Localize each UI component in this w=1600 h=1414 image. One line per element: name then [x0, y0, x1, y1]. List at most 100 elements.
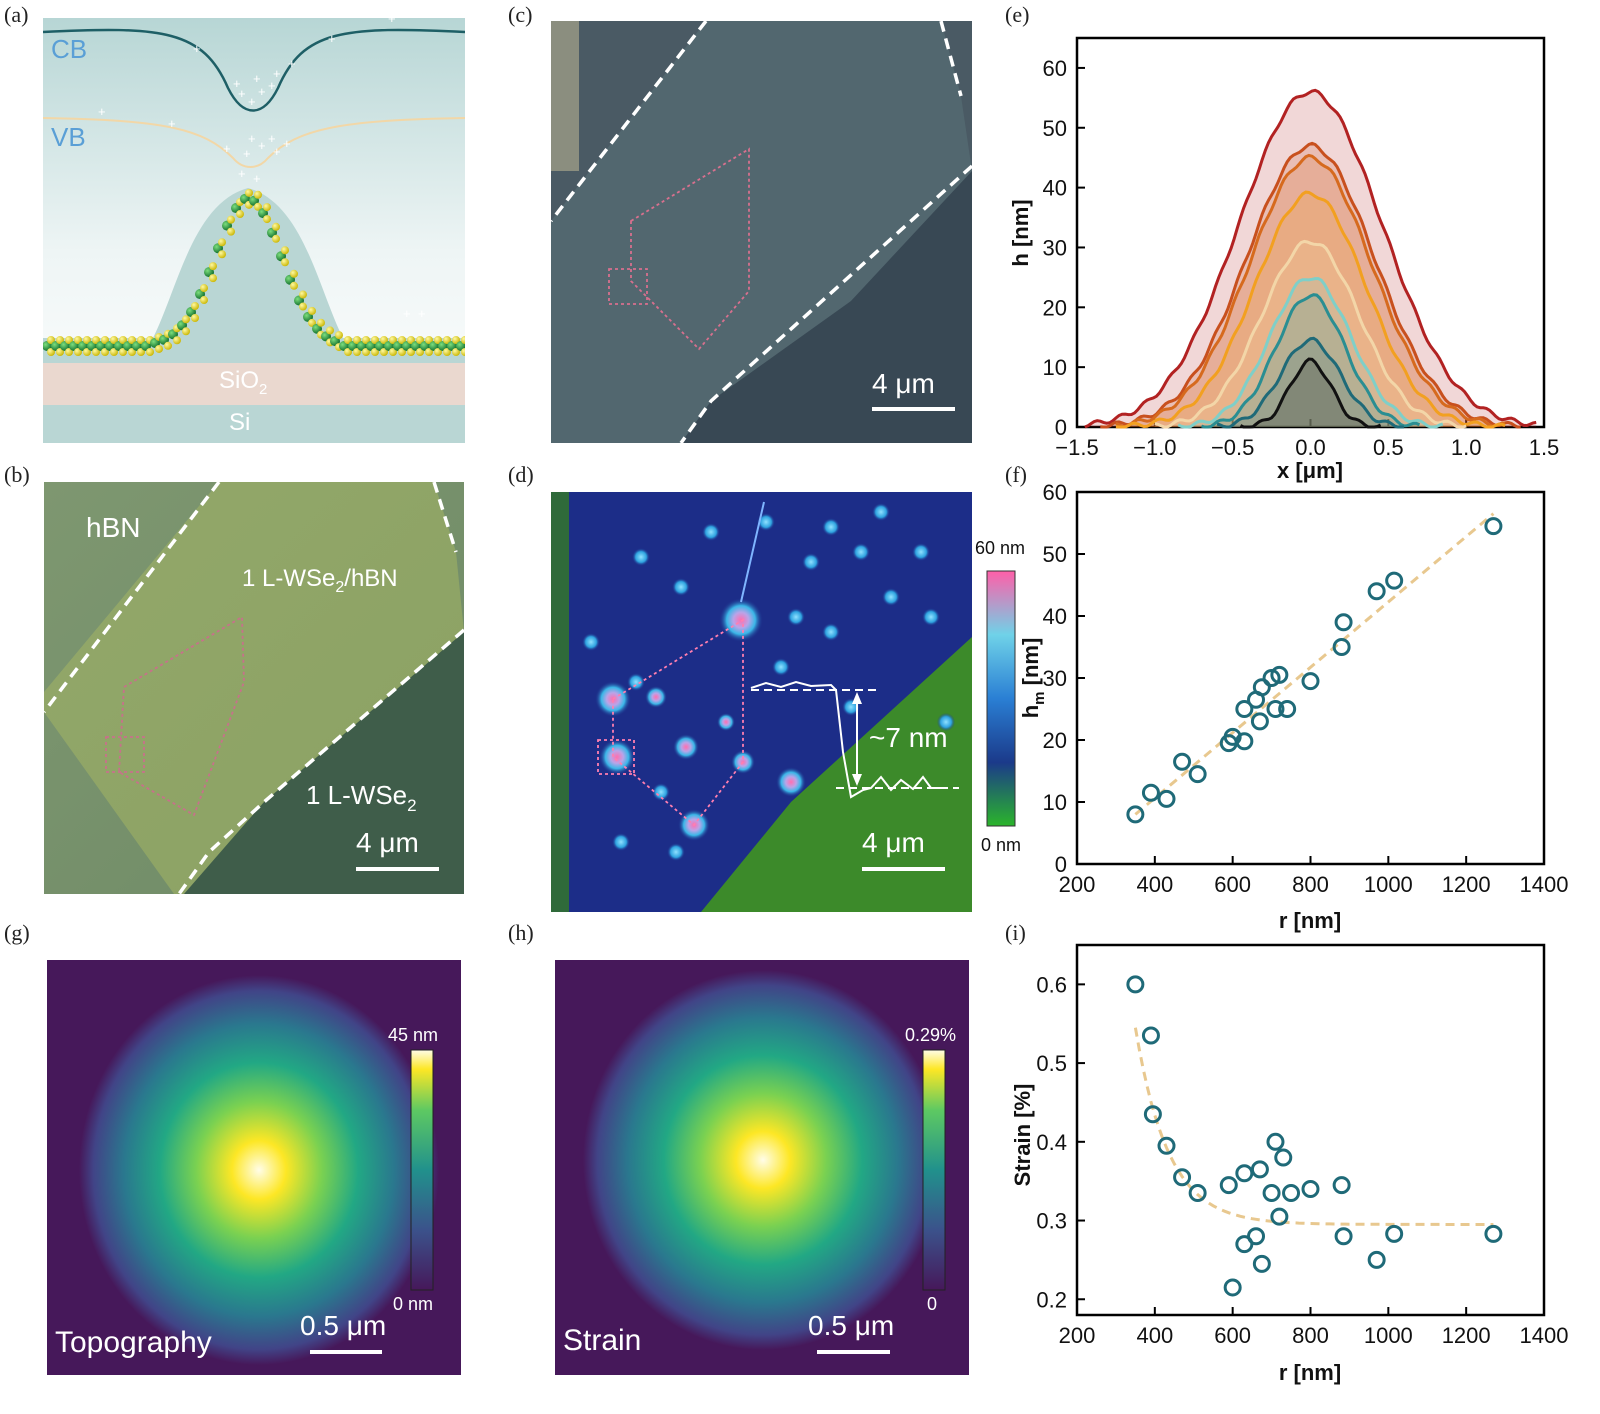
cbar-max-g: 45 nm: [388, 1025, 438, 1045]
svg-text:+: +: [98, 104, 106, 119]
x-axis-label: r [nm]: [1279, 1360, 1341, 1385]
afm-wrinkle: [740, 501, 765, 603]
x-tick-label: −1.0: [1133, 435, 1176, 460]
chart-i-strain-vs-radius: 200 400 600 800 1000 1200 1400 0.2 0.3 0.4 0.5 0.6 r…: [1010, 943, 1569, 1385]
x-tick-label: 600: [1214, 1323, 1251, 1348]
panel-c-image: 4 μm: [551, 21, 972, 443]
svg-text:+: +: [273, 66, 281, 81]
y-tick-label: 10: [1043, 355, 1067, 380]
x-tick-label: 1000: [1364, 1323, 1413, 1348]
x-tick-label: 1400: [1520, 1323, 1569, 1348]
hetero-label: 1 L-WSe2/hBN: [242, 565, 398, 596]
data-point: [1484, 517, 1503, 536]
afm-bubble-0: [719, 598, 763, 642]
y-tick-label: 20: [1043, 728, 1067, 753]
cbar-min-d: 0 nm: [981, 835, 1021, 855]
profile-area-6: [1201, 294, 1420, 427]
data-point: [1250, 1160, 1269, 1179]
x-tick-label: 0.5: [1373, 435, 1404, 460]
svg-text:+: +: [253, 171, 261, 186]
x-tick-label: −1.5: [1055, 435, 1098, 460]
y-tick-label: 60: [1043, 480, 1067, 505]
profile-line-6: [1201, 293, 1421, 429]
profile-area-8: [1240, 359, 1381, 427]
x-tick-label: 800: [1292, 1323, 1329, 1348]
wse2-atoms: [43, 188, 465, 356]
data-point: [1235, 1164, 1254, 1183]
x-tick-label: 1200: [1442, 1323, 1491, 1348]
data-point: [1270, 665, 1289, 684]
y-tick-label: 0.2: [1036, 1287, 1067, 1312]
afm-small-bubble-19: [852, 543, 870, 561]
data-point: [1252, 1254, 1271, 1273]
data-point: [1141, 783, 1160, 802]
afm-small-bubble-14: [787, 608, 805, 626]
data-point: [1157, 1136, 1176, 1155]
y-tick-label: 20: [1043, 295, 1067, 320]
svg-text:+: +: [168, 116, 176, 131]
profile-line-2: [1115, 153, 1506, 429]
strain-title: Strain: [563, 1324, 641, 1357]
y-tick-label: 40: [1043, 176, 1067, 201]
panel-label-e: (e): [1005, 2, 1030, 27]
x-tick-label: 800: [1292, 872, 1329, 897]
data-point: [1484, 1224, 1503, 1243]
afm-small-bubble-18: [757, 513, 775, 531]
data-point: [1270, 1207, 1289, 1226]
x-tick-label: 1.5: [1529, 435, 1560, 460]
afm-small-bubble-5: [882, 588, 900, 606]
afm-bubble-5: [673, 734, 699, 760]
svg-text:+: +: [238, 166, 246, 181]
data-point: [1262, 1183, 1281, 1202]
data-point: [1173, 752, 1192, 771]
fit-curve: [1133, 1027, 1494, 1226]
afm-small-bubble-13: [937, 713, 955, 731]
x-tick-label: 1.0: [1451, 435, 1482, 460]
afm-small-bubble-1: [802, 553, 820, 571]
cbar-min-g: 0 nm: [393, 1294, 433, 1314]
panel-label-c: (c): [508, 2, 533, 27]
hbn-label: hBN: [86, 512, 140, 543]
data-point: [1266, 700, 1285, 718]
afm-small-bubble-16: [652, 783, 670, 801]
y-tick-label: 0: [1055, 415, 1067, 440]
svg-text:+: +: [328, 31, 336, 46]
y-tick-label: 0.4: [1036, 1130, 1067, 1155]
chart-e-profiles: −1.5 −1.0 −0.5 0.0 0.5 1.0 1.5 0 10 20 30 40 50 60 x […: [1010, 36, 1560, 483]
y-axis-label: Strain [%]: [1010, 1084, 1035, 1187]
svg-text:+: +: [288, 56, 296, 71]
panel-label-b: (b): [4, 462, 30, 487]
cbar-min-h: 0: [927, 1294, 937, 1314]
vb-band: [43, 117, 465, 168]
data-point: [1367, 582, 1386, 601]
svg-text:+: +: [403, 306, 411, 321]
data-point: [1250, 712, 1269, 731]
svg-text:+: +: [258, 138, 266, 153]
y-tick-label: 50: [1043, 542, 1067, 567]
data-point: [1332, 1176, 1351, 1195]
x-axis-label: r [nm]: [1279, 908, 1341, 933]
afm-small-bubble-7: [672, 578, 690, 596]
data-point: [1141, 1026, 1160, 1045]
data-point: [1143, 1105, 1162, 1124]
afm-small-bubble-11: [582, 633, 600, 651]
data-point: [1219, 1176, 1238, 1195]
cbar-max-d: 60 nm: [975, 540, 1025, 558]
si-layer: [43, 405, 465, 443]
plot-frame: [1075, 490, 1546, 866]
svg-text:+: +: [258, 84, 266, 99]
panel-a-schematic: CB VB SiO2 Si + + + + + + + + + + + + + + + + + + + + + + + +: [43, 18, 465, 443]
sio2-layer: [43, 363, 465, 405]
panel-d-afm: ~7 nm 4 μm: [551, 492, 972, 912]
afm-bubble-8: [776, 767, 806, 797]
data-point: [1278, 700, 1297, 718]
data-point: [1157, 789, 1176, 808]
profile-line-8: [1239, 357, 1382, 429]
panel-label-f: (f): [1005, 462, 1027, 487]
x-tick-label: 1000: [1364, 872, 1413, 897]
data-point: [1274, 1148, 1293, 1167]
x-tick-label: 200: [1059, 872, 1096, 897]
data-point: [1223, 1278, 1242, 1297]
afm-small-bubble-8: [772, 658, 790, 676]
data-point: [1188, 1183, 1207, 1202]
